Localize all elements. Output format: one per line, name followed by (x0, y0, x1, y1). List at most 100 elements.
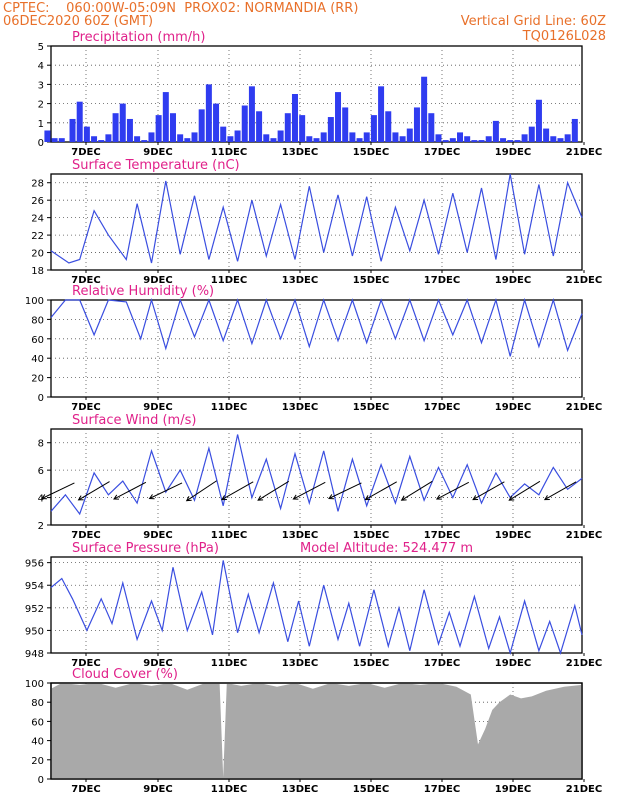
x-tick-label: 7DEC (71, 147, 100, 158)
x-tick-label: 11DEC (211, 530, 247, 541)
precip-bar (464, 136, 471, 142)
precip-bar (184, 138, 191, 142)
precip-bar (550, 136, 557, 142)
panel-title: Surface Temperature (nC) (72, 158, 240, 173)
wind-arrow-shaft (436, 481, 470, 500)
precip-bar (76, 101, 83, 142)
y-tick-label: 100 (25, 679, 44, 690)
x-tick-label: 15DEC (353, 402, 389, 413)
y-tick-label: 954 (25, 581, 44, 592)
precip-bar (83, 126, 90, 142)
precip-bar (392, 132, 399, 142)
wind-arrow-shaft (401, 480, 433, 501)
x-tick-label: 19DEC (495, 784, 531, 795)
x-tick-label: 21DEC (566, 530, 602, 541)
x-tick-label: 9DEC (143, 275, 172, 286)
x-tick-label: 11DEC (211, 658, 247, 669)
precip-bar (543, 128, 550, 142)
y-tick-label: 3 (38, 80, 44, 91)
x-tick-label: 13DEC (282, 784, 318, 795)
wind-arrow-head (148, 494, 155, 500)
x-tick-label: 9DEC (143, 784, 172, 795)
y-tick-label: 28 (31, 179, 44, 190)
precip-bar (521, 134, 528, 142)
panel-pressure: 948 950 952 954 956 7DEC 9DEC 11DEC 13DEC 15DEC 17… (25, 541, 602, 669)
y-tick-label: 8 (38, 439, 44, 450)
panel-frame (50, 428, 583, 526)
wind-arrow-head (77, 495, 84, 501)
wind-arrow (472, 481, 505, 501)
precip-bar (313, 138, 320, 142)
x-tick-label: 11DEC (211, 402, 247, 413)
x-tick-label: 13DEC (282, 402, 318, 413)
y-tick-label: 1 (38, 119, 44, 130)
precip-bar (413, 107, 420, 142)
x-tick-label: 17DEC (424, 275, 460, 286)
x-tick-label: 17DEC (424, 658, 460, 669)
precip-bar (213, 103, 220, 142)
precip-bar (191, 132, 198, 142)
y-tick-label: 2 (38, 521, 44, 532)
wind-arrow (364, 481, 397, 501)
precip-bar (535, 99, 542, 142)
precip-bar (370, 115, 377, 142)
x-tick-label: 19DEC (495, 275, 531, 286)
y-tick-label: 24 (31, 214, 44, 225)
precip-bar (320, 132, 327, 142)
wind-arrow (400, 480, 433, 501)
wind-arrow (41, 482, 75, 500)
wind-arrow-head (328, 494, 334, 500)
x-tick-label: 21DEC (566, 402, 602, 413)
panel-cloud: 0 20 40 60 80 100 7DEC 9DEC 11DEC 13DEC 15DEC 17DEC… (25, 667, 602, 795)
x-tick-label: 7DEC (71, 530, 100, 541)
precip-bar (471, 140, 478, 142)
precip-bar (500, 138, 507, 142)
precip-bar (51, 138, 58, 142)
y-tick-label: 0 (38, 138, 44, 149)
wind-arrow-shaft (78, 481, 110, 501)
precip-bar (198, 109, 205, 142)
precip-bar (44, 130, 51, 142)
precip-bar (98, 140, 105, 142)
y-tick-label: 40 (31, 354, 44, 365)
precip-bar (299, 115, 306, 142)
panel-frame (50, 556, 583, 654)
precip-bar (571, 118, 578, 142)
precip-bar (148, 132, 155, 142)
x-tick-label: 9DEC (143, 402, 172, 413)
x-tick-label: 19DEC (495, 147, 531, 158)
x-tick-label: 13DEC (282, 275, 318, 286)
precip-bar (385, 111, 392, 142)
panel-temperature: 18 20 22 24 26 28 7DEC 9DEC 11DEC 13DEC 15DEC 17DEC… (31, 158, 602, 286)
x-tick-label: 9DEC (143, 147, 172, 158)
x-tick-label: 17DEC (424, 402, 460, 413)
x-tick-label: 13DEC (282, 658, 318, 669)
precip-bar (514, 140, 521, 142)
precip-bar (485, 136, 492, 142)
x-tick-label: 21DEC (566, 784, 602, 795)
wind-arrow-head (292, 494, 299, 500)
wind-arrow (113, 481, 147, 500)
y-tick-label: 4 (38, 61, 44, 72)
y-tick-label: 948 (25, 649, 44, 660)
wind-arrow-shaft (293, 481, 326, 500)
header-source: CPTEC: (3, 1, 50, 16)
x-tick-label: 7DEC (71, 402, 100, 413)
precip-bar (220, 126, 227, 142)
precip-bar (406, 128, 413, 142)
x-tick-label: 11DEC (211, 147, 247, 158)
x-tick-label: 17DEC (424, 784, 460, 795)
x-tick-label: 21DEC (566, 147, 602, 158)
precip-bar (134, 136, 141, 142)
y-tick-label: 20 (31, 374, 44, 385)
precip-bar (119, 103, 126, 142)
x-tick-label: 19DEC (495, 658, 531, 669)
cloud-area (51, 683, 582, 779)
wind-arrow-shaft (472, 481, 505, 501)
precip-bar (421, 76, 428, 142)
series-line (50, 560, 583, 656)
precip-bar (492, 120, 499, 142)
precip-bar (349, 132, 356, 142)
y-tick-label: 100 (25, 296, 44, 307)
